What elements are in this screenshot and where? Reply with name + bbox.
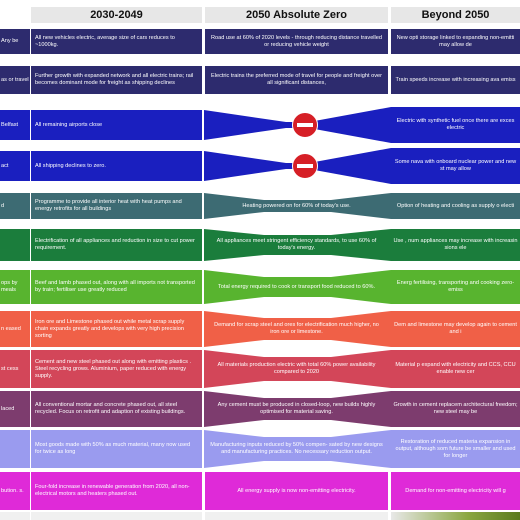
row-rail: as or travel Further growth with expande… [0, 66, 520, 94]
cell-2050: Demand for scrap steel and ores for elec… [214, 322, 379, 335]
reduction-funnel [204, 430, 391, 468]
row-food: ops by meals Beef and lamb phased out, a… [0, 270, 520, 304]
row-goods: Most goods made with 50% as much materia… [0, 430, 520, 468]
cell-2030-2049: All conventional mortar and concrete pha… [31, 391, 202, 427]
cell-2050: Road use at 60% of 2020 levels - through… [205, 29, 388, 54]
row-vehicles: Any be All new vehicles electric, averag… [0, 29, 520, 54]
reduction-funnel [204, 311, 391, 347]
row-stub: st cess [0, 350, 30, 388]
header-col3: Beyond 2050 [391, 7, 520, 23]
stop-icon [292, 153, 318, 179]
cell-beyond-2050: Train speeds increase with increasing av… [391, 66, 520, 94]
cell-2050: All materials production electric with t… [217, 362, 376, 375]
row-stub [0, 430, 30, 468]
cell-2050: Manufacturing inputs reduced by 50% comp… [210, 442, 383, 455]
cell-2030-2049: All new vehicles electric, average size … [31, 29, 202, 54]
cell-2050: All appliances meet stringent efficiency… [216, 238, 377, 251]
cell-2030-2049: All remaining airports close [31, 110, 202, 140]
reduction-funnel [204, 229, 391, 261]
cell-2030-2049: Four-fold increase in renewable generati… [31, 472, 202, 510]
cell-beyond-2050: New opti storage linked to expanding non… [391, 29, 520, 54]
cell-beyond-2050: Dem and limestone may develop again to c… [391, 311, 520, 347]
row-stub [0, 229, 30, 261]
cell-2030-2049: Cement and new steel phased out along wi… [31, 350, 202, 388]
row-stub: Belfast [0, 110, 30, 140]
reduction-funnel [204, 270, 391, 304]
row-appliances: Electrification of all appliances and re… [0, 229, 520, 261]
strip-segment [0, 512, 30, 520]
cell-beyond-2050: Material p expand with electricity and C… [391, 350, 520, 388]
cell-beyond-2050: Restoration of reduced materia expansion… [391, 430, 520, 468]
row-construction: laced All conventional mortar and concre… [0, 391, 520, 427]
row-stub: d [0, 193, 30, 219]
cell-2030-2049: Beef and lamb phased out, along with all… [31, 270, 202, 304]
cell-2050: Total energy required to cook or transpo… [217, 283, 376, 290]
cell-2030-2049: Iron ore and Limestone phased out while … [31, 311, 202, 347]
cell-2050: Any cement must be produced in closed-lo… [217, 402, 376, 415]
header-col2: 2050 Absolute Zero [205, 7, 388, 23]
row-stub: bution. s. [0, 472, 30, 510]
cell-beyond-2050: Some nava with onboard nuclear power and… [391, 148, 520, 184]
reduction-funnel [204, 350, 391, 388]
cell-2030-2049: Programme to provide all interior heat w… [31, 193, 202, 219]
row-stub: n eased [0, 311, 30, 347]
cell-beyond-2050: Energ fertilising, transporting and cook… [391, 270, 520, 304]
row-energy: bution. s. Four-fold increase in renewab… [0, 472, 520, 510]
cell-2030-2049: Electrification of all appliances and re… [31, 229, 202, 261]
row-shipping: act All shipping declines to zero. Some … [0, 148, 520, 184]
reduction-funnel [204, 193, 391, 219]
row-flight: Belfast All remaining airports close Ele… [0, 107, 520, 143]
strip-segment [205, 512, 388, 520]
row-steel: n eased Iron ore and Limestone phased ou… [0, 311, 520, 347]
cell-beyond-2050: Option of heating and cooling as supply … [391, 193, 520, 219]
row-stub: Any be [0, 29, 30, 54]
cell-beyond-2050: Demand for non-emitting electricity will… [391, 472, 520, 510]
row-heating: d Programme to provide all interior heat… [0, 193, 520, 219]
cell-2050: Heating powered on for 60% of today's us… [242, 202, 351, 209]
next-row-strip [0, 512, 520, 520]
cell-2030-2049: All shipping declines to zero. [31, 151, 202, 181]
row-stub: ops by meals [0, 270, 30, 304]
cell-beyond-2050: Growth in cement replacem architectural … [391, 391, 520, 427]
strip-segment [31, 512, 202, 520]
cell-2050: Electric trains the preferred mode of tr… [205, 66, 388, 94]
cell-beyond-2050: Electric with synthetic fuel once there … [391, 107, 520, 143]
cell-2050: All energy supply is now non-emitting el… [205, 472, 388, 510]
row-stub: act [0, 151, 30, 181]
cell-beyond-2050: Use , num appliances may increase with i… [391, 229, 520, 261]
row-stub: as or travel [0, 66, 30, 94]
header-col1: 2030-2049 [31, 7, 202, 23]
cell-2030-2049: Further growth with expanded network and… [31, 66, 202, 94]
row-stub: laced [0, 391, 30, 427]
strip-segment [391, 512, 520, 520]
reduction-funnel [204, 391, 391, 427]
row-cement: st cess Cement and new steel phased out … [0, 350, 520, 388]
cell-2030-2049: Most goods made with 50% as much materia… [31, 430, 202, 468]
stop-icon [292, 112, 318, 138]
